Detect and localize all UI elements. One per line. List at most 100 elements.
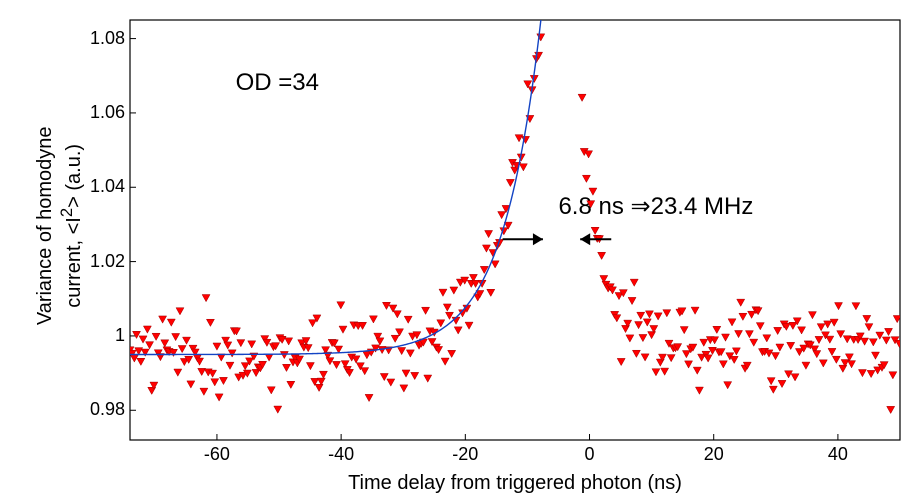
data-marker [637, 312, 645, 319]
data-marker [719, 361, 727, 368]
data-marker [774, 327, 782, 334]
data-marker [826, 336, 834, 343]
data-marker [739, 313, 747, 320]
data-marker [515, 135, 523, 142]
data-marker [582, 175, 590, 182]
y-tick-label: 1.06 [75, 102, 125, 123]
data-marker [695, 387, 703, 394]
data-marker [437, 320, 445, 327]
data-marker [667, 355, 675, 362]
data-marker [219, 377, 227, 384]
data-marker [263, 339, 271, 346]
data-marker [161, 340, 169, 347]
data-marker [450, 287, 458, 294]
data-marker [791, 374, 799, 381]
data-marker [274, 406, 282, 413]
data-marker [146, 342, 154, 349]
data-marker [708, 347, 716, 354]
data-marker [237, 340, 245, 347]
chart-svg [0, 0, 915, 501]
data-marker [858, 370, 866, 377]
x-tick-label: -20 [445, 444, 485, 465]
data-marker [745, 331, 753, 338]
x-tick-label: 40 [818, 444, 858, 465]
data-marker [332, 361, 340, 368]
data-marker [491, 261, 499, 268]
data-marker [839, 365, 847, 372]
data-marker [445, 312, 453, 319]
data-marker [682, 351, 690, 358]
data-marker [828, 348, 836, 355]
data-marker [306, 363, 314, 370]
data-marker [598, 252, 606, 259]
data-marker [228, 350, 236, 357]
data-marker [693, 367, 701, 374]
data-marker [589, 188, 597, 195]
y-tick-label: 0.98 [75, 399, 125, 420]
data-marker [819, 360, 827, 367]
data-marker [789, 322, 797, 329]
y-tick-label: 1.08 [75, 28, 125, 49]
data-marker [159, 316, 167, 323]
data-marker [869, 339, 877, 346]
data-marker [835, 303, 843, 310]
data-marker [282, 364, 290, 371]
data-marker [498, 212, 506, 219]
axis-box [130, 20, 900, 440]
data-marker [206, 319, 214, 326]
data-marker [680, 327, 688, 334]
data-marker [852, 303, 860, 310]
data-marker [632, 350, 640, 357]
data-marker [133, 331, 141, 338]
data-marker [339, 326, 347, 333]
data-marker [252, 369, 260, 376]
scatter-series [126, 0, 903, 414]
data-marker [848, 361, 856, 368]
data-marker [704, 355, 712, 362]
x-tick-label: 0 [570, 444, 610, 465]
data-marker [628, 297, 636, 304]
data-marker [361, 368, 369, 375]
data-marker [396, 329, 404, 336]
data-marker [202, 295, 210, 302]
data-marker [885, 328, 893, 335]
data-marker [591, 227, 599, 234]
data-marker [376, 338, 384, 345]
data-marker [861, 338, 869, 345]
data-marker [196, 358, 204, 365]
data-marker [691, 307, 699, 314]
data-marker [626, 335, 634, 342]
data-marker [443, 304, 451, 311]
data-marker [404, 316, 412, 323]
data-marker [895, 340, 903, 347]
data-marker [585, 151, 593, 158]
data-marker [267, 387, 275, 394]
data-marker [750, 339, 758, 346]
data-marker [319, 371, 327, 378]
data-marker [393, 311, 401, 318]
data-marker [241, 363, 249, 370]
data-marker [630, 279, 638, 286]
data-marker [639, 334, 647, 341]
data-marker [771, 353, 779, 360]
data-marker [724, 382, 732, 389]
data-marker [787, 342, 795, 349]
data-marker [387, 379, 395, 386]
data-marker [867, 370, 875, 377]
x-tick-label: -40 [321, 444, 361, 465]
data-marker [137, 358, 145, 365]
data-marker [309, 320, 317, 327]
data-marker [587, 201, 595, 208]
data-marker [337, 302, 345, 309]
data-marker [778, 380, 786, 387]
y-tick-label: 1 [75, 325, 125, 346]
data-marker [176, 308, 184, 315]
data-marker [832, 356, 840, 363]
data-marker [648, 332, 656, 339]
data-marker [248, 341, 256, 348]
data-marker [398, 347, 406, 354]
data-marker [645, 311, 653, 318]
data-marker [663, 310, 671, 317]
data-marker [730, 356, 738, 363]
data-marker [152, 333, 160, 340]
